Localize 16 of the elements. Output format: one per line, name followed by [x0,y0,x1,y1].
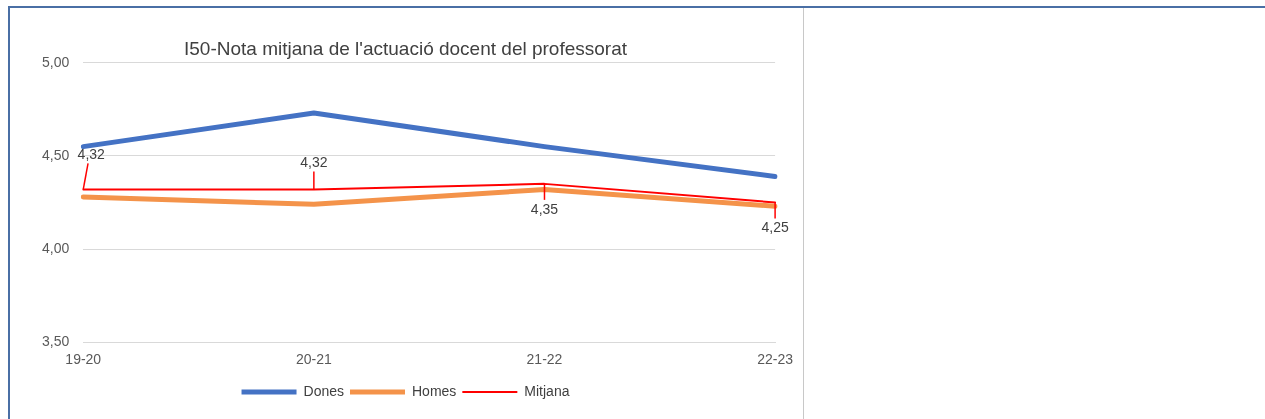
x-tick-label: 21-22 [526,351,563,368]
data-label: 4,32 [300,154,328,171]
y-tick-label: 4,00 [42,239,70,256]
x-tick-label: 19-20 [65,351,102,368]
data-label: 4,25 [761,219,789,236]
y-tick-label: 5,00 [42,53,70,70]
x-tick-label: 22-23 [757,351,794,368]
x-tick-label: 20-21 [295,351,332,368]
data-label: 4,35 [530,200,559,217]
chart-title: I50-Nota mitjana de l'actuació docent del professorat [184,37,628,59]
legend-label: Mitjana [524,382,570,399]
y-tick-label: 4,50 [42,146,70,163]
y-tick-label: 3,50 [42,333,70,350]
legend-label: Dones [303,382,344,399]
legend-label: Homes [412,382,457,399]
data-label: 4,32 [77,146,106,163]
